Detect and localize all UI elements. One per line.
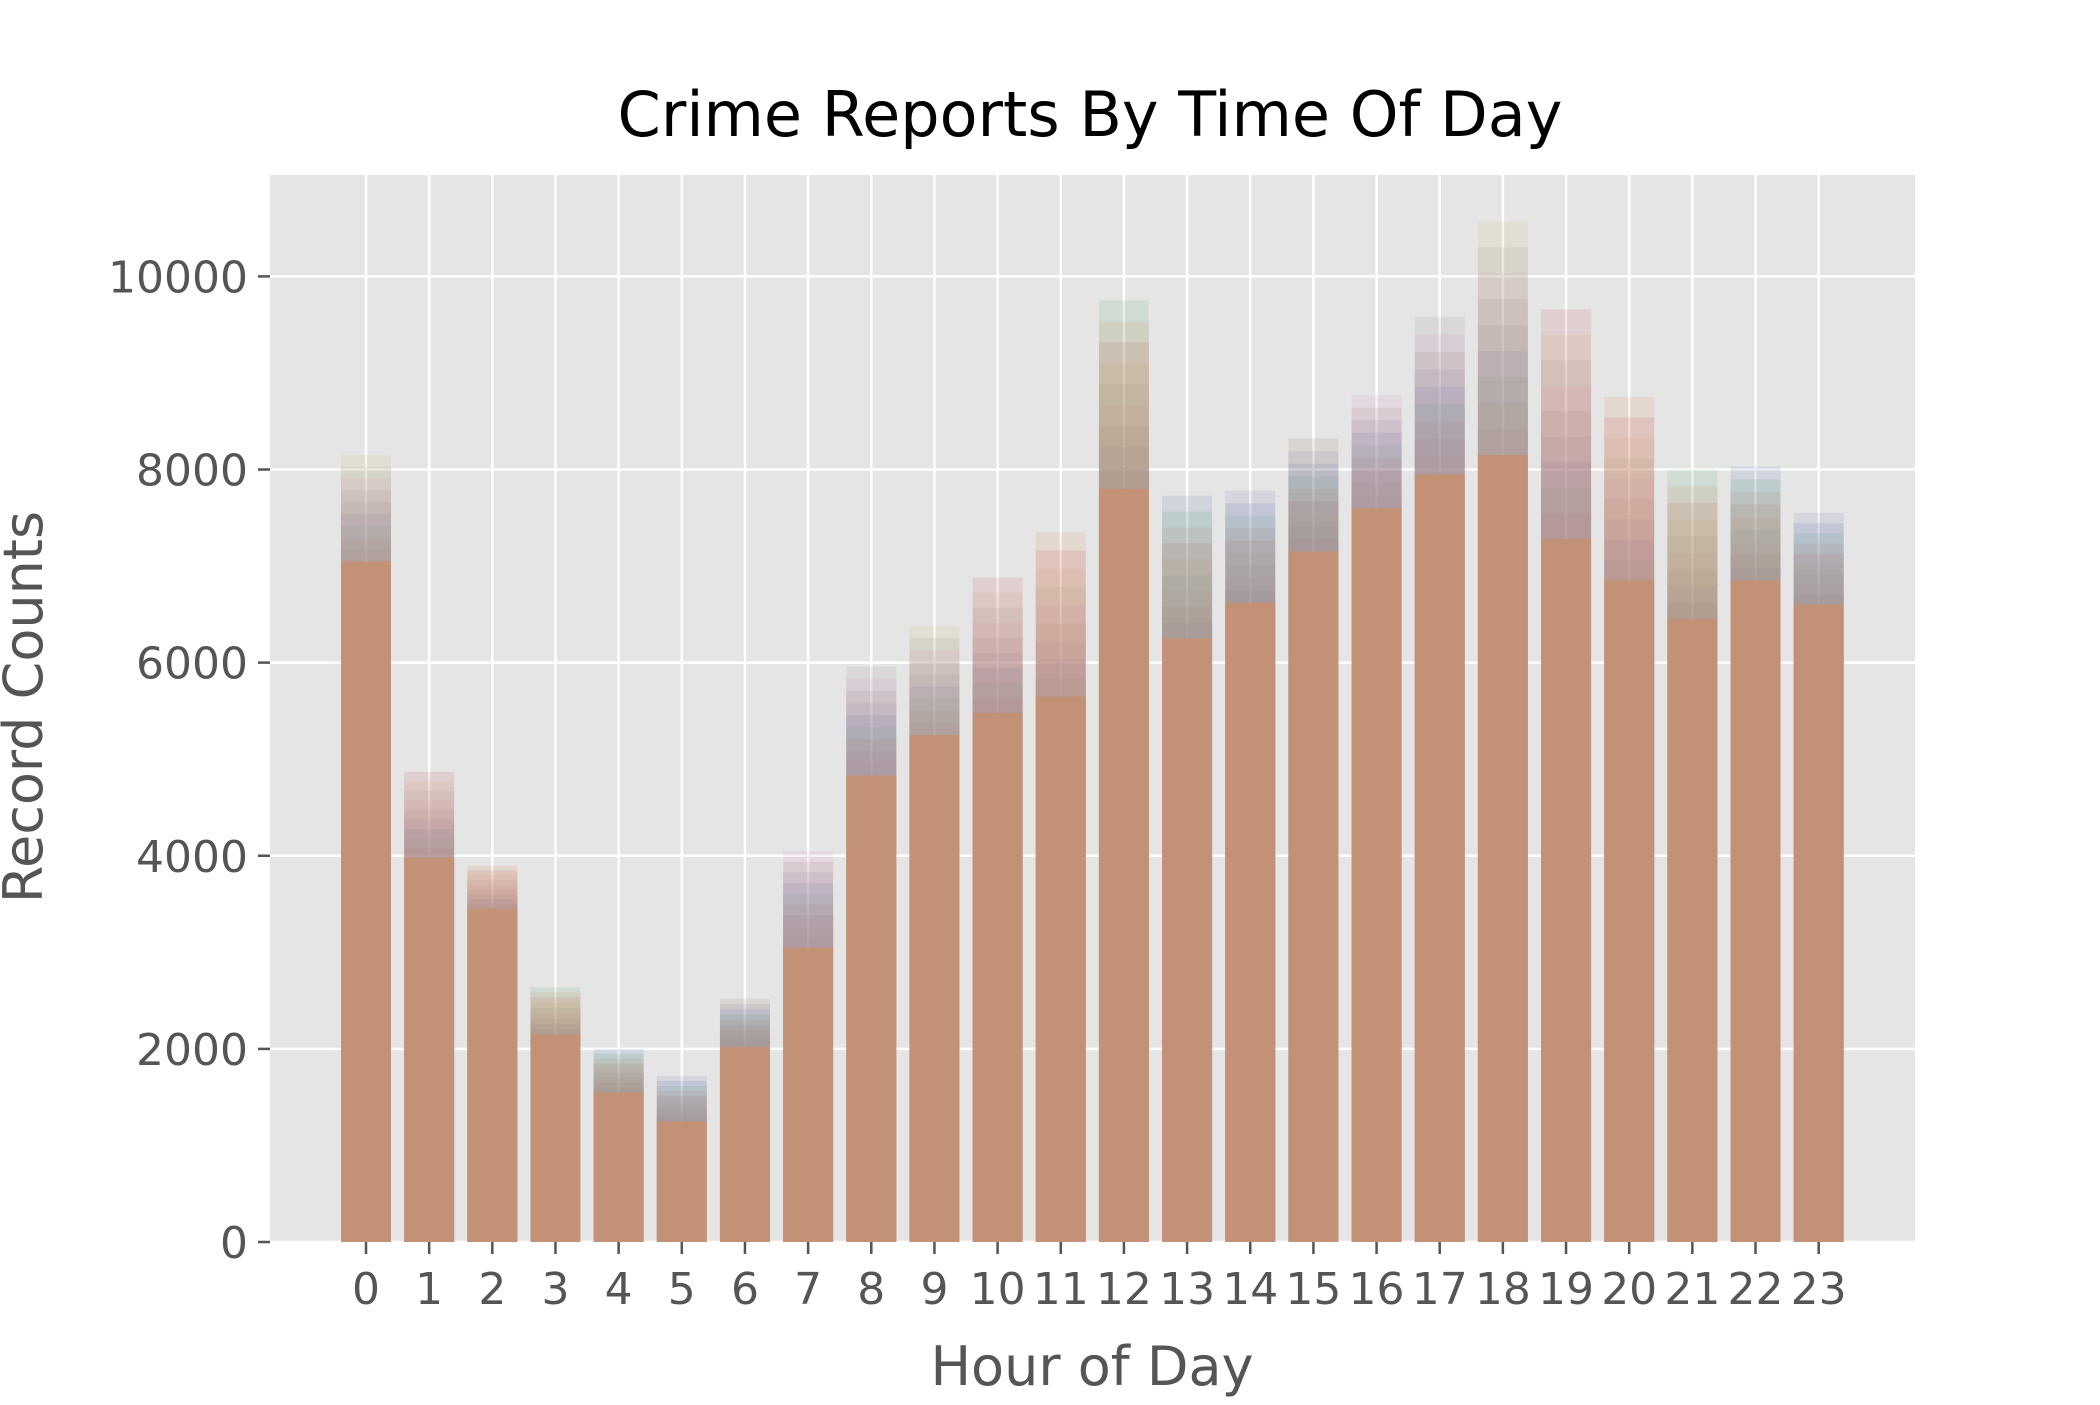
x-tick-label: 12 (1096, 1264, 1152, 1315)
bar (467, 908, 518, 1242)
bar (1414, 474, 1465, 1242)
bar (1098, 488, 1149, 1243)
x-tick-label: 9 (920, 1264, 948, 1315)
x-tick-label: 0 (352, 1264, 380, 1315)
x-tick-label: 3 (541, 1264, 569, 1315)
bar (1225, 602, 1276, 1242)
x-tick-label: 1 (415, 1264, 443, 1315)
bar (1351, 508, 1402, 1242)
y-tick-label: 6000 (136, 639, 248, 690)
x-axis: 0 1 2 3 4 5 6 7 8 9 10 11 12 13 14 15 16 17 18 19 20 21 22 23 (352, 1242, 1847, 1315)
y-tick-label: 10000 (108, 252, 248, 303)
y-axis: 0 2000 4000 6000 8000 10000 (108, 252, 270, 1269)
bar (1288, 551, 1339, 1242)
y-axis-label: Record Counts (0, 511, 55, 903)
x-tick-label: 21 (1664, 1264, 1720, 1315)
y-tick-label: 4000 (136, 832, 248, 883)
bar (656, 1121, 707, 1242)
bar (1604, 580, 1655, 1242)
bar (404, 857, 455, 1242)
x-tick-label: 14 (1222, 1264, 1278, 1315)
x-tick-label: 19 (1538, 1264, 1594, 1315)
bar (1793, 604, 1844, 1242)
x-tick-label: 16 (1349, 1264, 1405, 1315)
bar (1730, 580, 1781, 1242)
bar (1035, 696, 1086, 1242)
bar (530, 1034, 581, 1242)
x-tick-label: 10 (970, 1264, 1026, 1315)
x-tick-label: 22 (1728, 1264, 1784, 1315)
bar (1541, 539, 1592, 1242)
bar (1162, 638, 1213, 1242)
bars (341, 221, 1844, 1243)
bar (1667, 619, 1718, 1242)
y-tick-label: 2000 (136, 1025, 248, 1076)
y-tick-label: 8000 (136, 446, 248, 497)
bar (1477, 455, 1528, 1242)
chart-title: Crime Reports By Time Of Day (618, 78, 1563, 151)
x-tick-label: 6 (731, 1264, 759, 1315)
x-tick-label: 5 (668, 1264, 696, 1315)
bar (719, 1046, 770, 1242)
bar (846, 775, 897, 1242)
x-tick-label: 8 (857, 1264, 885, 1315)
y-tick-label: 0 (220, 1218, 248, 1269)
x-tick-label: 2 (478, 1264, 506, 1315)
x-tick-label: 20 (1601, 1264, 1657, 1315)
x-tick-label: 18 (1475, 1264, 1531, 1315)
x-tick-label: 11 (1033, 1264, 1089, 1315)
bar (341, 561, 391, 1242)
x-tick-label: 13 (1159, 1264, 1215, 1315)
bar (593, 1092, 644, 1242)
bar (783, 947, 834, 1242)
x-tick-label: 23 (1791, 1264, 1847, 1315)
bar (909, 735, 960, 1242)
x-tick-label: 17 (1412, 1264, 1468, 1315)
x-axis-label: Hour of Day (930, 1335, 1253, 1398)
x-tick-label: 15 (1285, 1264, 1341, 1315)
bar (972, 712, 1023, 1242)
x-tick-label: 4 (605, 1264, 633, 1315)
x-tick-label: 7 (794, 1264, 822, 1315)
